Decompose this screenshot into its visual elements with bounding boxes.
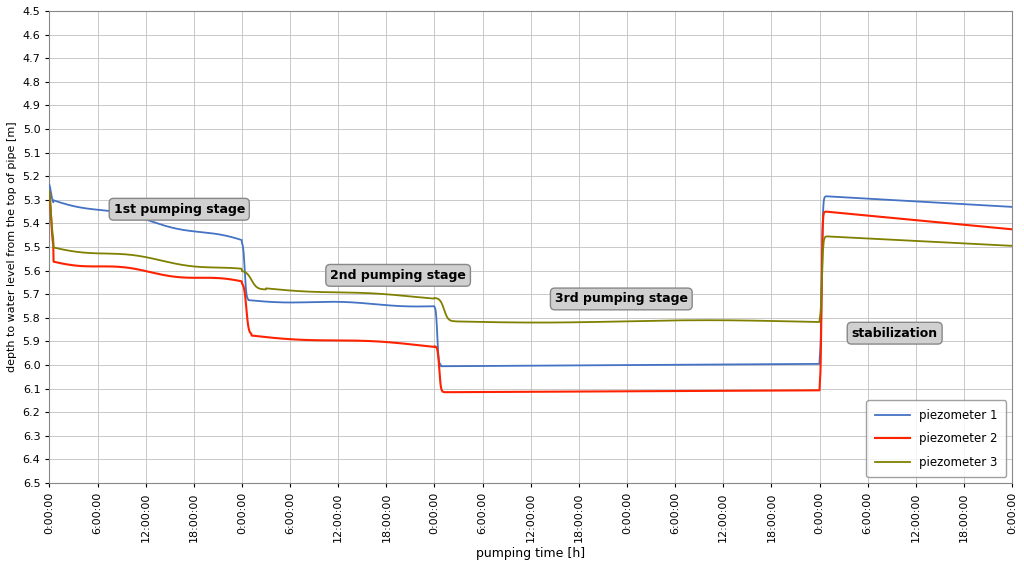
piezometer 2 xyxy=(884,214,896,221)
piezometer 1 xyxy=(413,303,425,310)
Line: piezometer 2: piezometer 2 xyxy=(49,193,1012,392)
X-axis label: pumping time [h]: pumping time [h] xyxy=(476,547,586,560)
piezometer 3 xyxy=(987,242,999,248)
piezometer 1 xyxy=(43,181,55,188)
piezometer 3 xyxy=(454,318,466,325)
Text: 3rd pumping stage: 3rd pumping stage xyxy=(555,293,688,306)
piezometer 1 xyxy=(455,363,467,370)
piezometer 1 xyxy=(884,197,896,204)
piezometer 2 xyxy=(987,224,999,231)
piezometer 2 xyxy=(439,389,452,396)
Text: 2nd pumping stage: 2nd pumping stage xyxy=(330,269,466,282)
Line: piezometer 3: piezometer 3 xyxy=(49,192,1012,323)
piezometer 2 xyxy=(1006,226,1018,232)
Text: stabilization: stabilization xyxy=(852,327,938,340)
piezometer 3 xyxy=(210,264,222,271)
piezometer 2 xyxy=(153,270,165,277)
piezometer 3 xyxy=(1006,243,1018,249)
piezometer 1 xyxy=(153,221,165,227)
piezometer 3 xyxy=(413,294,425,301)
piezometer 1 xyxy=(1006,204,1018,210)
piezometer 3 xyxy=(153,257,165,264)
Y-axis label: depth to water level from the top of pipe [m]: depth to water level from the top of pip… xyxy=(7,122,17,373)
piezometer 1 xyxy=(435,363,447,370)
piezometer 3 xyxy=(884,236,896,243)
Legend: piezometer 1, piezometer 2, piezometer 3: piezometer 1, piezometer 2, piezometer 3 xyxy=(866,400,1007,477)
piezometer 3 xyxy=(43,188,55,195)
Line: piezometer 1: piezometer 1 xyxy=(49,185,1012,366)
piezometer 2 xyxy=(43,189,55,196)
piezometer 1 xyxy=(987,202,999,209)
piezometer 1 xyxy=(210,231,222,238)
piezometer 2 xyxy=(210,274,222,281)
piezometer 2 xyxy=(413,342,425,349)
piezometer 3 xyxy=(532,319,545,326)
Text: 1st pumping stage: 1st pumping stage xyxy=(114,203,245,216)
piezometer 2 xyxy=(455,389,467,396)
